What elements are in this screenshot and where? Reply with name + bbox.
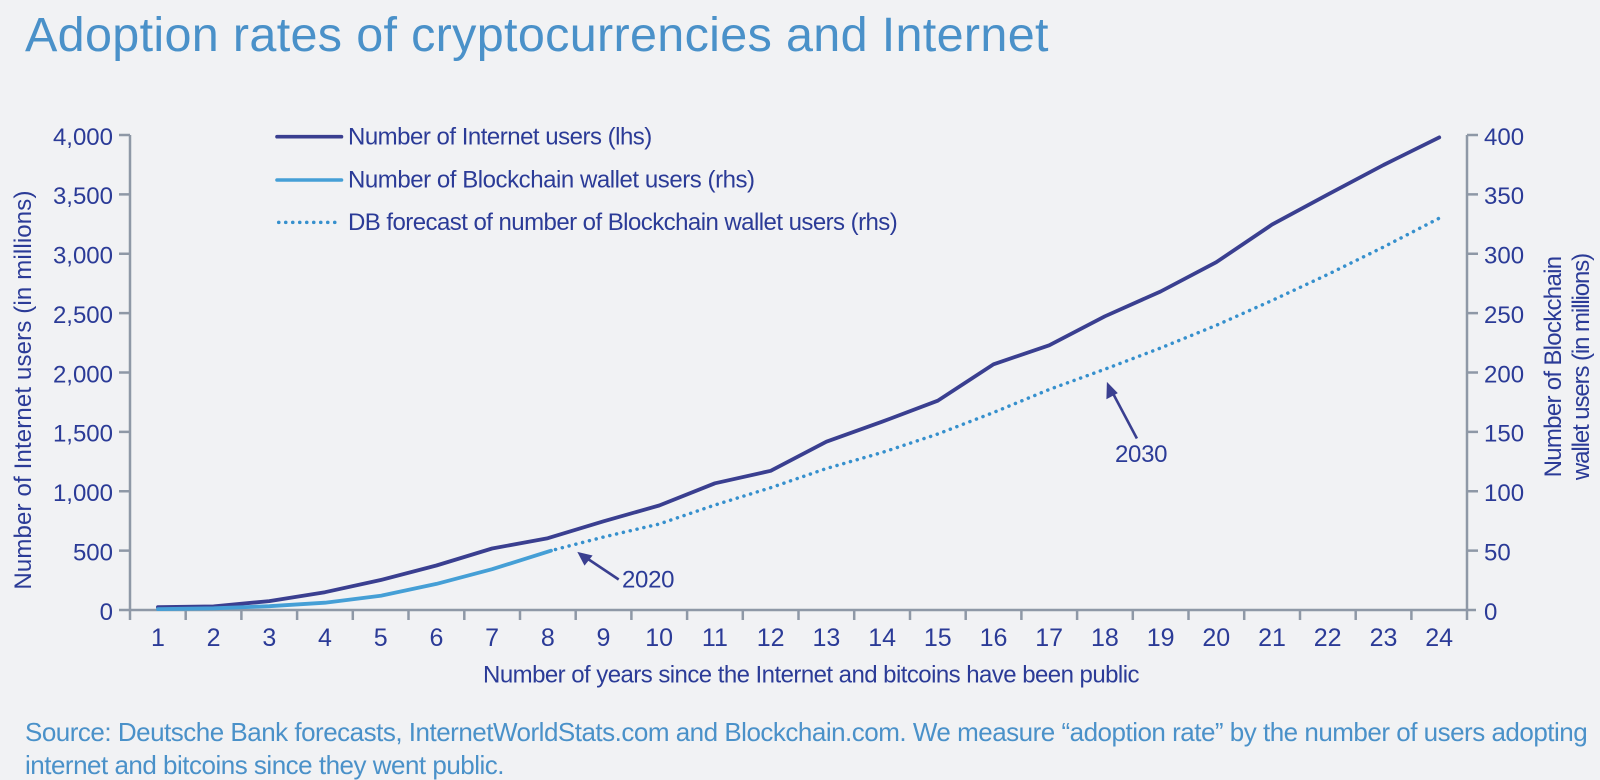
svg-text:Number of years since the Inte: Number of years since the Internet and b… [483, 662, 1139, 689]
svg-text:10: 10 [645, 624, 673, 652]
svg-text:Number of Internet users (in m: Number of Internet users (in millions) [10, 190, 37, 589]
svg-text:3: 3 [262, 624, 276, 652]
svg-text:1: 1 [151, 624, 165, 652]
svg-text:Source: Deutsche Bank forecast: Source: Deutsche Bank forecasts, Interne… [25, 717, 1587, 747]
svg-text:3,000: 3,000 [53, 243, 113, 270]
svg-text:7: 7 [485, 624, 499, 652]
svg-text:16: 16 [980, 624, 1008, 652]
svg-text:Number of Blockchain wallet us: Number of Blockchain wallet users (rhs) [348, 167, 755, 194]
svg-text:22: 22 [1314, 624, 1342, 652]
svg-text:5: 5 [374, 624, 388, 652]
svg-text:200: 200 [1484, 361, 1524, 388]
svg-text:Number of Internet users (lhs): Number of Internet users (lhs) [348, 124, 652, 151]
svg-text:2030: 2030 [1115, 441, 1167, 468]
svg-text:24: 24 [1425, 624, 1453, 652]
svg-text:19: 19 [1147, 624, 1175, 652]
svg-text:23: 23 [1370, 624, 1398, 652]
svg-text:21: 21 [1258, 624, 1286, 652]
svg-text:8: 8 [541, 624, 555, 652]
svg-text:400: 400 [1484, 124, 1524, 151]
svg-text:12: 12 [757, 624, 785, 652]
svg-text:2: 2 [207, 624, 221, 652]
svg-text:18: 18 [1091, 624, 1119, 652]
svg-text:1,000: 1,000 [53, 480, 113, 507]
svg-text:15: 15 [924, 624, 952, 652]
svg-text:14: 14 [868, 624, 896, 652]
svg-text:4,000: 4,000 [53, 124, 113, 151]
svg-text:1,500: 1,500 [53, 421, 113, 448]
svg-text:300: 300 [1484, 243, 1524, 270]
svg-text:100: 100 [1484, 480, 1524, 507]
svg-text:wallet users (in millions): wallet users (in millions) [1568, 254, 1595, 481]
svg-text:4: 4 [318, 624, 332, 652]
svg-text:250: 250 [1484, 302, 1524, 329]
svg-text:0: 0 [100, 599, 113, 626]
svg-text:150: 150 [1484, 421, 1524, 448]
svg-text:350: 350 [1484, 183, 1524, 210]
svg-text:3,500: 3,500 [53, 183, 113, 210]
svg-text:11: 11 [702, 624, 728, 652]
svg-text:2,500: 2,500 [53, 302, 113, 329]
svg-text:9: 9 [597, 624, 611, 652]
svg-text:500: 500 [73, 539, 113, 566]
svg-text:50: 50 [1484, 539, 1511, 566]
svg-text:17: 17 [1035, 624, 1063, 652]
svg-text:13: 13 [812, 624, 840, 652]
svg-text:0: 0 [1484, 599, 1497, 626]
svg-text:DB forecast of number of Block: DB forecast of number of Blockchain wall… [348, 209, 897, 236]
svg-text:Number of Blockchain: Number of Blockchain [1540, 257, 1567, 478]
svg-text:internet and bitcoins since th: internet and bitcoins since they went pu… [25, 750, 504, 780]
svg-text:Adoption rates of cryptocurren: Adoption rates of cryptocurrencies and I… [25, 8, 1049, 62]
svg-text:2,000: 2,000 [53, 361, 113, 388]
svg-text:6: 6 [429, 624, 443, 652]
svg-text:2020: 2020 [622, 567, 674, 594]
svg-text:20: 20 [1202, 624, 1230, 652]
